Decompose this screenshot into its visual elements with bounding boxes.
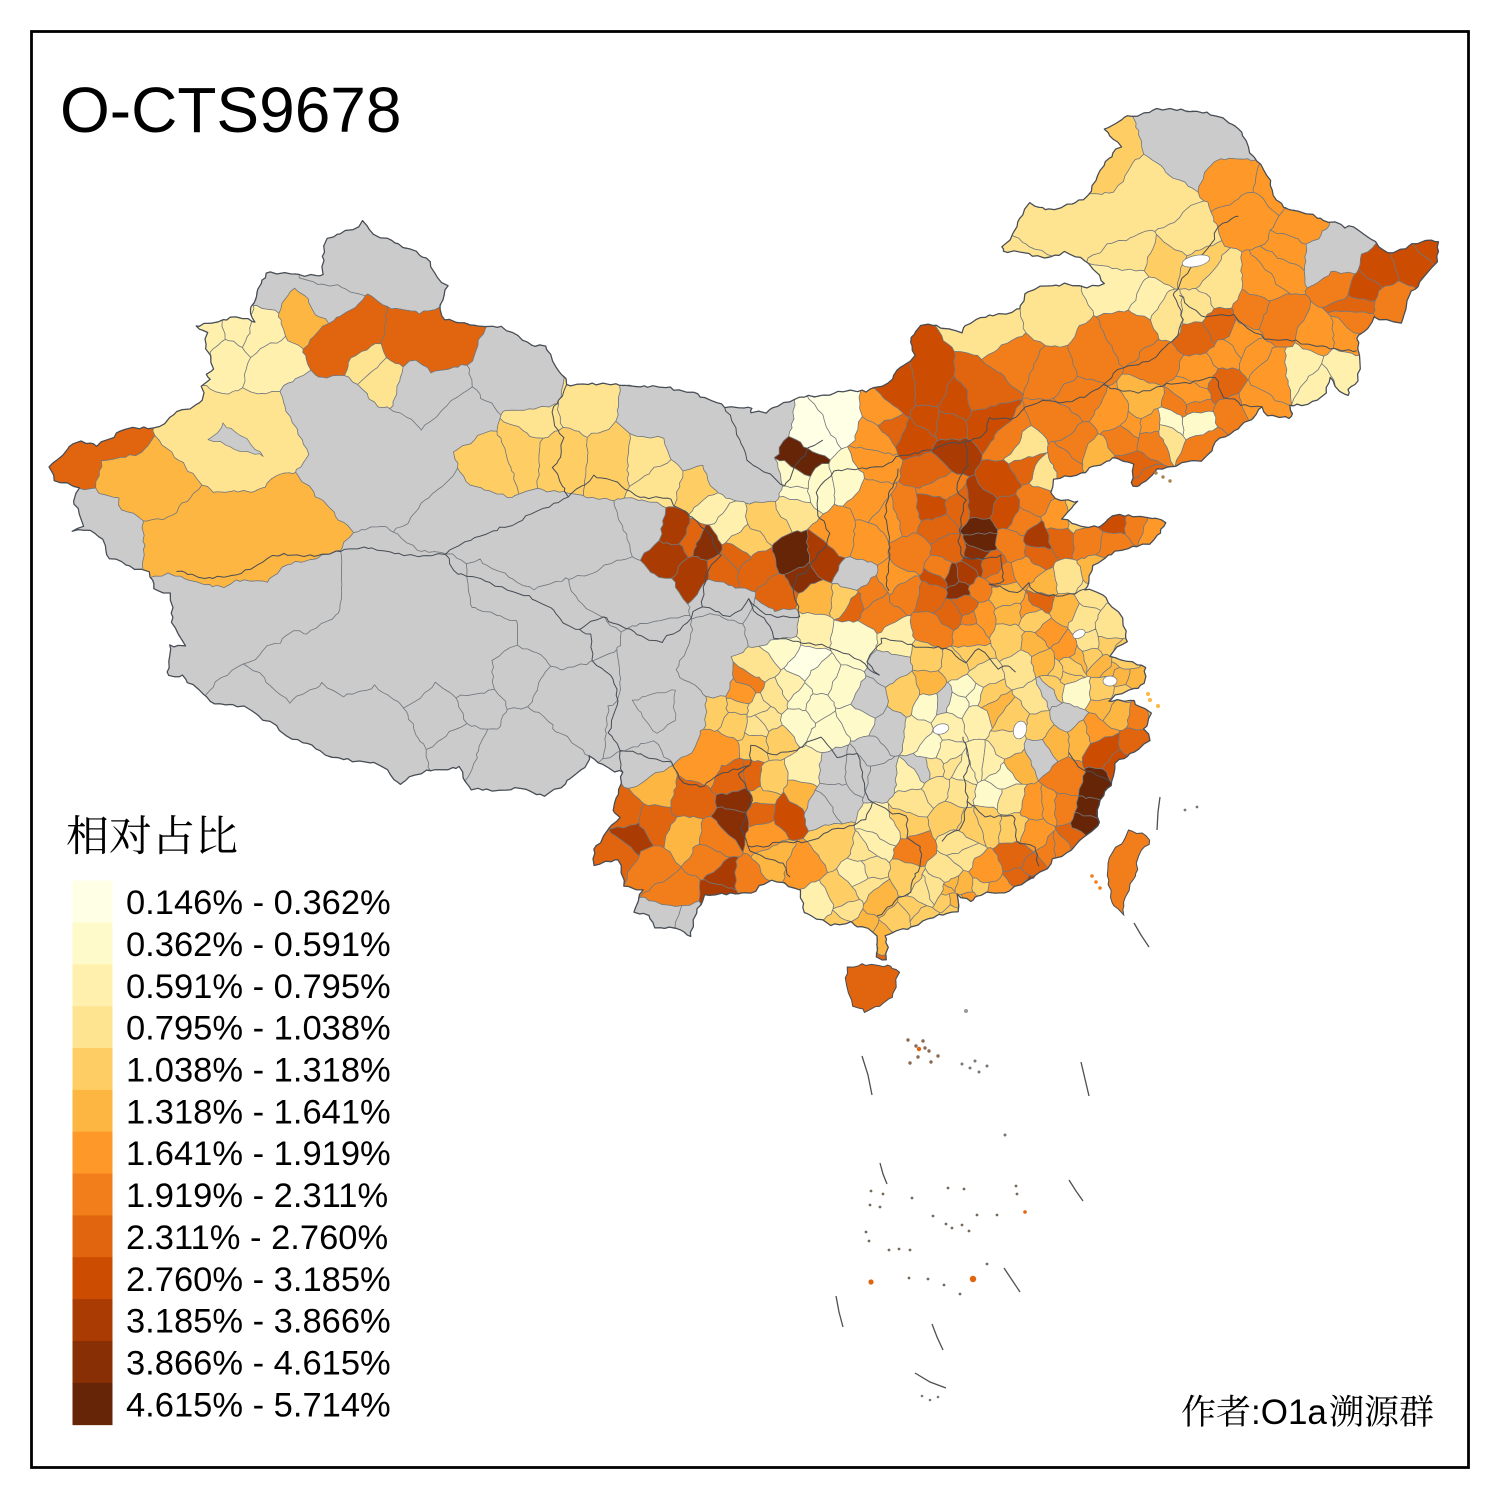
svg-text:0.591% - 0.795%: 0.591% - 0.795% (126, 968, 391, 1006)
svg-text:0.795% - 1.038%: 0.795% - 1.038% (126, 1010, 391, 1048)
svg-text::O1a: :O1a (1251, 1393, 1327, 1432)
svg-text:3.185% - 3.866%: 3.185% - 3.866% (126, 1303, 391, 1341)
svg-text:1.919% - 2.311%: 1.919% - 2.311% (126, 1177, 388, 1215)
svg-text:3.866% - 4.615%: 3.866% - 4.615% (126, 1345, 391, 1383)
svg-text:1.038% - 1.318%: 1.038% - 1.318% (126, 1052, 391, 1090)
svg-text:2.311% - 2.760%: 2.311% - 2.760% (126, 1219, 388, 1257)
svg-text:2.760% - 3.185%: 2.760% - 3.185% (126, 1261, 391, 1299)
svg-text:1.318% - 1.641%: 1.318% - 1.641% (126, 1093, 391, 1131)
svg-text:0.146% - 0.362%: 0.146% - 0.362% (126, 884, 391, 922)
svg-text:O-CTS9678: O-CTS9678 (60, 74, 401, 146)
svg-text:4.615% - 5.714%: 4.615% - 5.714% (126, 1386, 391, 1424)
svg-text:0.362% - 0.591%: 0.362% - 0.591% (126, 926, 391, 964)
svg-text:1.641% - 1.919%: 1.641% - 1.919% (126, 1135, 391, 1173)
